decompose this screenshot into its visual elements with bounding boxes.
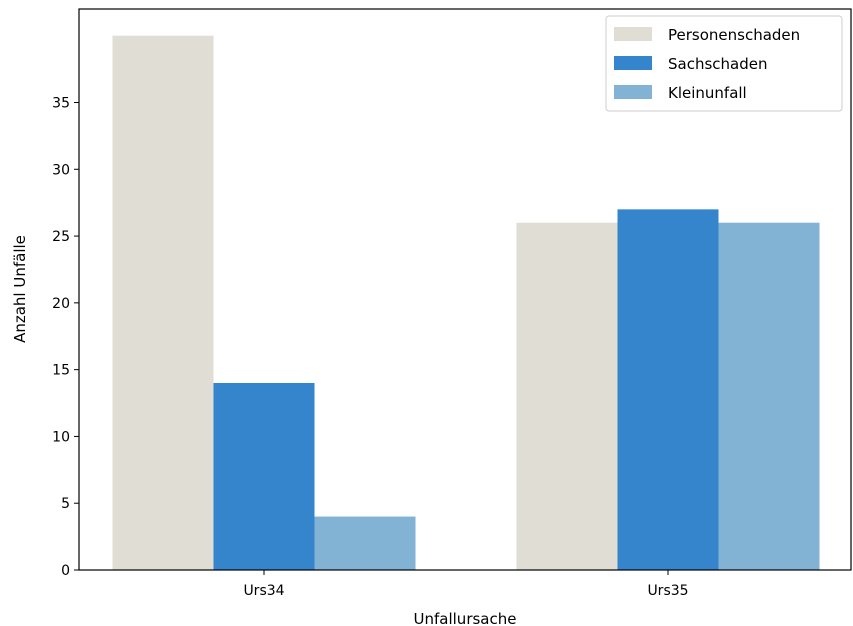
legend-box: [605, 15, 843, 112]
legend-swatch-personenschaden: [614, 27, 652, 41]
x-axis-ticks: Urs34 Urs35: [243, 570, 689, 599]
plot-frame: [78, 8, 852, 571]
x-tick-label: Urs35: [647, 583, 688, 599]
y-tick-label: 15: [52, 363, 70, 379]
y-tick-label: 0: [61, 563, 70, 579]
legend-swatch-sachschaden: [614, 56, 652, 70]
y-tick-label: 20: [52, 296, 70, 312]
bar-kleinunfall-urs35: [718, 222, 820, 570]
bar-personenschaden-urs34: [112, 35, 214, 570]
legend: Personenschaden Sachschaden Kleinunfall: [605, 15, 843, 112]
bar-kleinunfall-urs34: [314, 516, 416, 570]
x-tick-label: Urs34: [243, 583, 284, 599]
legend-label-personenschaden: Personenschaden: [668, 26, 800, 44]
x-axis-label: Unfallursache: [414, 610, 517, 626]
y-tick-label: 30: [52, 162, 70, 178]
legend-label-sachschaden: Sachschaden: [668, 55, 768, 73]
bars-group: [112, 35, 820, 570]
bar-sachschaden-urs34: [213, 383, 315, 570]
y-tick-label: 35: [52, 96, 70, 112]
y-tick-label: 25: [52, 229, 70, 245]
y-tick-label: 5: [61, 496, 70, 512]
y-axis-label: Anzahl Unfälle: [11, 235, 29, 343]
y-tick-label: 10: [52, 429, 70, 445]
bar-personenschaden-urs35: [516, 222, 618, 570]
bar-sachschaden-urs35: [617, 209, 719, 570]
legend-label-kleinunfall: Kleinunfall: [668, 84, 747, 102]
y-axis-ticks: 0 5 10 15 20 25 30 35: [52, 96, 79, 579]
legend-swatch-kleinunfall: [614, 85, 652, 99]
